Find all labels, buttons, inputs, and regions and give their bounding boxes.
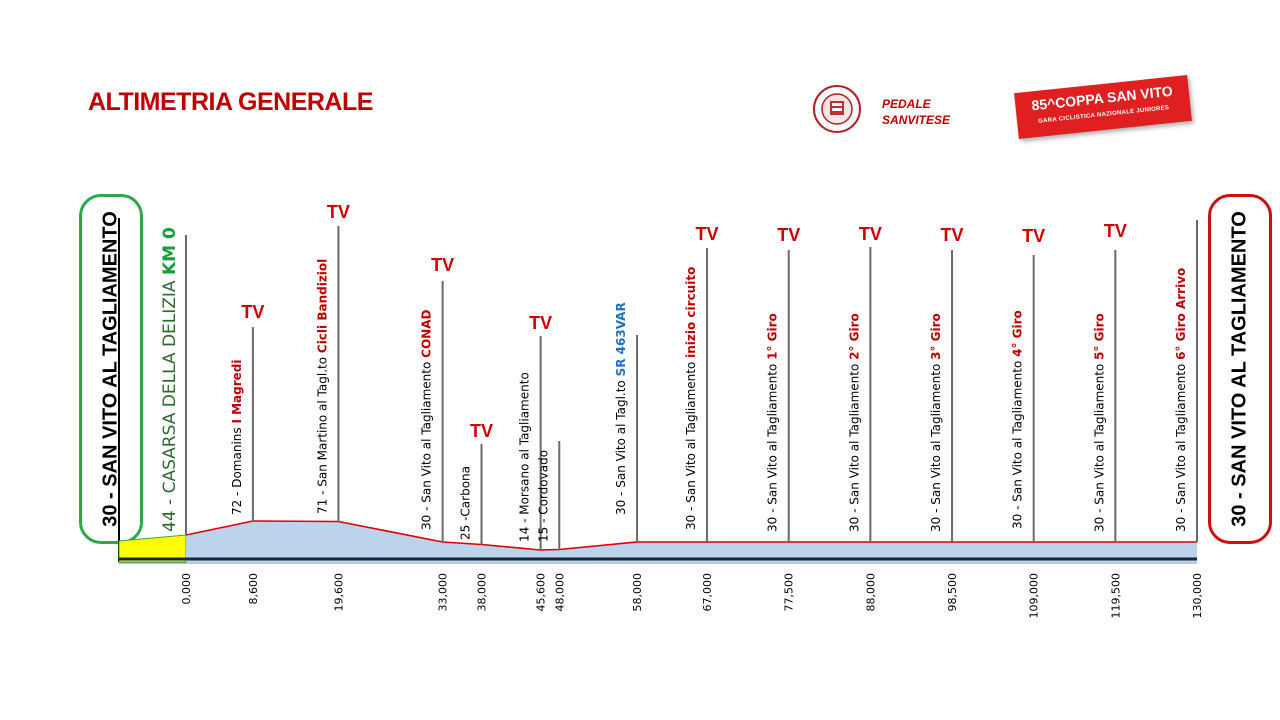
tv-marker: TV [777,225,800,245]
x-tick-label: 109,000 [1028,573,1041,619]
tv-marker: TV [859,224,882,244]
station-label-highlight: 4° Giro [1011,310,1025,357]
tv-marker: TV [1022,226,1045,246]
station-label-highlight: 1° Giro [766,313,780,360]
station-label: 30 - San Vito al Tagl.to SR 463VAR [614,302,628,515]
x-tick-label: 19,600 [332,573,345,612]
x-tick-label: 67,000 [701,573,714,612]
tv-marker: TV [1104,221,1127,241]
station-label-name: 30 - San Vito al Tagliamento [684,358,698,530]
station-label: 30 - San Vito al Tagliamento 4° Giro [1011,310,1025,529]
station-label-name: 30 - San Vito al Tagliamento [1011,357,1025,529]
station-label-name: 30 - San Vito al Tagl.to [614,376,628,515]
club-seal-icon [813,85,861,133]
tv-marker: TV [470,421,493,441]
x-tick-label: 45,600 [535,573,548,612]
station-label-name: 72 - Domanins [230,424,244,515]
station-label: 30 - San Vito al Tagliamento 5° Giro [1092,313,1106,532]
station-label-highlight: SR 463VAR [614,302,628,376]
x-tick-label: 119,500 [1109,573,1122,619]
tv-marker: TV [431,255,454,275]
station-label: 30 - San Vito al Tagliamento 2° Giro [847,313,861,532]
station-label-highlight: 5° Giro [1092,313,1106,360]
x-tick-label: 0,000 [180,573,193,605]
station-label-highlight: KM 0 [160,227,180,275]
station-label-name: 71 - San Martino al Tagl.to [315,353,329,514]
x-tick-label: 58,000 [631,573,644,612]
station-label-name: 30 - San Vito al Tagliamento [1174,360,1188,532]
profile-area [186,521,1197,562]
station-label: 15 - Cordovado [536,450,550,542]
station-label: 30 - San Vito al Tagliamento 6° Giro Arr… [1174,268,1188,532]
start-location-box: 30 - SAN VITO AL TAGLIAMENTO [79,194,143,544]
station-label-highlight: 6° Giro Arrivo [1174,268,1188,360]
station-label: 25 -Carbona [459,466,473,540]
station-label-name: 14 - Morsano al Tagliamento [518,372,532,542]
station-label-name: 15 - Cordovado [536,450,550,542]
page-title: ALTIMETRIA GENERALE [88,88,373,116]
station-label-highlight: I Magredi [230,360,244,424]
station-label-name: 30 - San Vito al Tagliamento [847,360,861,532]
station-label-highlight: 3° Giro [929,313,943,360]
tv-marker: TV [941,225,964,245]
station-label-highlight: Cicli Bandiziol [315,259,329,353]
station-label-highlight: CONAD [420,310,434,358]
pedale-sanvitese-logo: PEDALE SANVITESE [812,82,952,138]
casarsa-label: 44 - CASARSA DELLA DELIZIA KM 0 [160,227,180,532]
station-label: 72 - Domanins I Magredi [230,360,244,516]
station-label-name: 44 - CASARSA DELLA DELIZIA [160,275,180,532]
station-label-name: 30 - San Vito al Tagliamento [1092,360,1106,532]
tv-marker: TV [529,313,552,333]
tv-marker: TV [327,202,350,222]
tv-marker: TV [696,224,719,244]
x-tick-label: 98,500 [946,573,959,612]
station-label-highlight: inizio circuito [684,267,698,358]
finish-location-box: 30 - SAN VITO AL TAGLIAMENTO [1208,194,1272,544]
x-tick-label: 48,000 [553,573,566,612]
station-label-highlight: 2° Giro [847,313,861,360]
station-label: 14 - Morsano al Tagliamento [518,372,532,542]
x-tick-label: 8,600 [247,573,260,605]
station-label-name: 25 -Carbona [459,466,473,540]
station-label: 30 - San Vito al Tagliamento inizio circ… [684,267,698,530]
x-tick-label: 33,000 [437,573,450,612]
station-label: 30 - San Vito al Tagliamento 3° Giro [929,313,943,532]
x-tick-label: 130,000 [1191,573,1204,619]
station-label: 30 - San Vito al Tagliamento CONAD [420,310,434,530]
x-tick-label: 88,000 [864,573,877,612]
station-label: 30 - San Vito al Tagliamento 1° Giro [766,313,780,532]
station-label: 71 - San Martino al Tagl.to Cicli Bandiz… [315,259,329,514]
x-tick-label: 77,500 [783,573,796,612]
x-tick-label: 38,000 [476,573,489,612]
logo-line-2: SANVITESE [882,113,951,127]
logo-line-1: PEDALE [882,97,931,111]
tv-marker: TV [241,302,264,322]
station-label-name: 30 - San Vito al Tagliamento [420,358,434,530]
station-label-name: 30 - San Vito al Tagliamento [766,360,780,532]
station-label-name: 30 - San Vito al Tagliamento [929,360,943,532]
